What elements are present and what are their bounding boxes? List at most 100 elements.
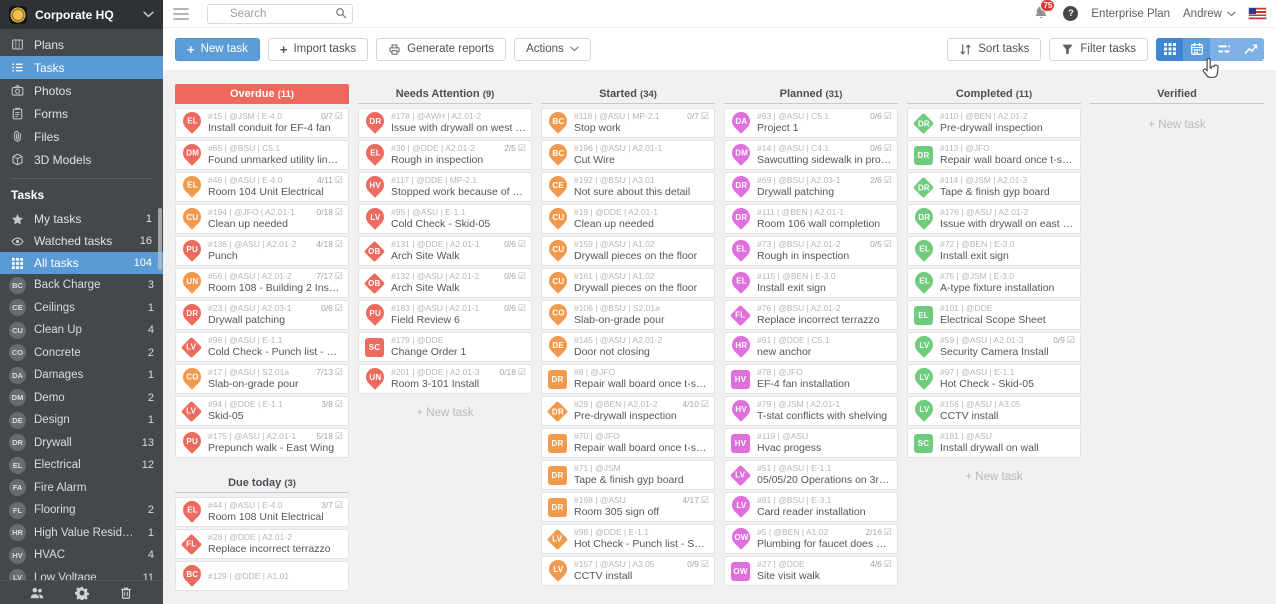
sidebar-item-plans[interactable]: Plans: [0, 33, 163, 56]
grid-view-button[interactable]: [1156, 37, 1183, 61]
task-card[interactable]: PU #183 | @ASU | A2.01-1 0/6 ☑ Field Revi…: [358, 300, 532, 330]
task-card[interactable]: FL #76 | @BSU | A2.01-2 Replace incorrec…: [724, 300, 898, 330]
task-card[interactable]: LV #96 | @ASU | E-1.1 Cold Check - Punch…: [175, 332, 349, 362]
sidebar-item-photos[interactable]: Photos: [0, 79, 163, 102]
task-card[interactable]: LV #156 | @ASU | A3.05 CCTV install: [907, 396, 1081, 426]
task-card[interactable]: DR #29 | @BEN | A2.01-2 4/10 ☑ Pre-drywal…: [541, 396, 715, 426]
task-card[interactable]: EL #101 | @DDE Electrical Scope Sheet: [907, 300, 1081, 330]
task-card[interactable]: PU #175 | @ASU | A2.01-1 5/18 ☑ Prepunch …: [175, 428, 349, 458]
new-task-button[interactable]: + New task: [175, 37, 260, 61]
sidebar-item-watched-tasks[interactable]: Watched tasks 16: [0, 230, 163, 252]
gantt-view-button[interactable]: [1210, 37, 1237, 61]
project-switcher[interactable]: Corporate HQ: [0, 0, 163, 29]
task-card[interactable]: HR #91 | @DDE | C5.1 new anchor: [724, 332, 898, 362]
search-icon[interactable]: [335, 7, 347, 19]
task-card[interactable]: DR #69 | @BSU | A2.03-1 2/6 ☑ Drywall pat…: [724, 172, 898, 202]
sidebar-category-clean-up[interactable]: CU Clean Up 4: [0, 319, 163, 342]
sort-tasks-button[interactable]: Sort tasks: [947, 37, 1042, 61]
sidebar-category-high-value-residents[interactable]: HR High Value Residents 1: [0, 522, 163, 545]
sidebar-item-forms[interactable]: Forms: [0, 102, 163, 125]
task-card[interactable]: HV #78 | @JFO EF-4 fan installation: [724, 364, 898, 394]
sidebar-item-my-tasks[interactable]: My tasks 1: [0, 208, 163, 230]
task-card[interactable]: LV #98 | @DDE | E-1.1 Hot Check - Punch …: [541, 524, 715, 554]
new-task-link[interactable]: + New task: [416, 407, 474, 419]
task-card[interactable]: UN #56 | @ASU | A2.01-2 7/17 ☑ Room 108 -…: [175, 268, 349, 298]
task-card[interactable]: BC #129 | @DDE | A1.01: [175, 561, 349, 591]
trash-icon[interactable]: [119, 586, 133, 600]
task-card[interactable]: SC #179 | @DDE Change Order 1: [358, 332, 532, 362]
task-card[interactable]: CE #192 | @BSU | A3.01 Not sure about th…: [541, 172, 715, 202]
task-card[interactable]: HV #117 | @DDE | MP-2.1 Stopped work bec…: [358, 172, 532, 202]
task-card[interactable]: DR #111 | @BEN | A2.01-1 Room 106 wall c…: [724, 204, 898, 234]
task-card[interactable]: LV #51 | @ASU | E-1.1 05/05/20 Operation…: [724, 460, 898, 490]
sidebar-category-fire-alarm[interactable]: FA Fire Alarm: [0, 477, 163, 500]
plan-label[interactable]: Enterprise Plan: [1091, 7, 1170, 20]
task-card[interactable]: CO #106 | @BSU | S2.01a Slab-on-grade po…: [541, 300, 715, 330]
task-card[interactable]: CO #17 | @ASU | S2.01a 7/13 ☑ Slab-on-gra…: [175, 364, 349, 394]
sidebar-category-back-charge[interactable]: BC Back Charge 3: [0, 274, 163, 297]
task-card[interactable]: OW #5 | @BEN | A1.02 2/16 ☑ Plumbing for …: [724, 524, 898, 554]
language-flag-icon[interactable]: [1248, 7, 1267, 20]
task-card[interactable]: LV #95 | @ASU | E-1.1 Cold Check - Skid-…: [358, 204, 532, 234]
sidebar-category-hvac[interactable]: HV HVAC 4: [0, 544, 163, 567]
sidebar-item-files[interactable]: Files: [0, 125, 163, 148]
generate-reports-button[interactable]: Generate reports: [376, 37, 507, 61]
sidebar-category-flooring[interactable]: FL Flooring 2: [0, 499, 163, 522]
chart-view-button[interactable]: [1237, 37, 1264, 61]
hamburger-menu-icon[interactable]: [173, 7, 189, 20]
sidebar-category-concrete[interactable]: CO Concrete 2: [0, 342, 163, 365]
people-icon[interactable]: [30, 586, 44, 600]
task-card[interactable]: EL #46 | @ASU | E-4.0 4/11 ☑ Room 104 Uni…: [175, 172, 349, 202]
task-card[interactable]: DR #113 | @JFO Repair wall board once t-…: [907, 140, 1081, 170]
task-card[interactable]: HV #119 | @ASU Hvac progess: [724, 428, 898, 458]
new-task-link[interactable]: + New task: [965, 471, 1023, 483]
task-card[interactable]: CU #159 | @ASU | A1.02 Drywall pieces on…: [541, 236, 715, 266]
sidebar-item-3d-models[interactable]: 3D Models: [0, 148, 163, 171]
task-card[interactable]: EL #72 | @BEN | E-3.0 Install exit sign: [907, 236, 1081, 266]
task-card[interactable]: LV #94 | @DDE | E-1.1 3/8 ☑ Skid-05: [175, 396, 349, 426]
task-card[interactable]: CU #194 | @JFO | A2.01-1 0/18 ☑ Clean up …: [175, 204, 349, 234]
task-card[interactable]: DR #70 | @JFO Repair wall board once t-s…: [541, 428, 715, 458]
task-card[interactable]: DR #178 | @AWH | A2.01-2 Issue with dryw…: [358, 108, 532, 138]
sidebar-item-tasks[interactable]: Tasks: [0, 56, 163, 79]
calendar-view-button[interactable]: [1183, 37, 1210, 61]
search-input[interactable]: [207, 3, 353, 24]
sidebar-category-design[interactable]: DE Design 1: [0, 409, 163, 432]
task-card[interactable]: BC #196 | @ASU | A2.01-1 Cut Wire: [541, 140, 715, 170]
task-card[interactable]: SC #181 | @ASU Install drywall on wall: [907, 428, 1081, 458]
task-card[interactable]: HV #79 | @JSM | A2.01-1 T-stat conflicts…: [724, 396, 898, 426]
task-card[interactable]: DR #110 | @BEN | A2.01-2 Pre-drywall ins…: [907, 108, 1081, 138]
sidebar-category-ceilings[interactable]: CE Ceilings 1: [0, 297, 163, 320]
task-card[interactable]: EL #73 | @BSU | A2.01-2 0/5 ☑ Rough in in…: [724, 236, 898, 266]
gear-icon[interactable]: [75, 586, 89, 600]
task-card[interactable]: BC #118 | @ASU | MP-2.1 0/7 ☑ Stop work: [541, 108, 715, 138]
task-card[interactable]: EL #15 | @JSM | E-4.0 0/7 ☑ Install condu…: [175, 108, 349, 138]
task-card[interactable]: DE #145 | @ASU | A2.01-2 Door not closin…: [541, 332, 715, 362]
user-menu[interactable]: Andrew: [1183, 8, 1236, 20]
task-card[interactable]: DR #198 | @ASU 4/17 ☑ Room 305 sign off: [541, 492, 715, 522]
task-card[interactable]: DM #65 | @BSU | C5.1 Found unmarked util…: [175, 140, 349, 170]
sidebar-category-damages[interactable]: DA Damages 1: [0, 364, 163, 387]
task-card[interactable]: DR #114 | @JSM | A2.01-3 Tape & finish g…: [907, 172, 1081, 202]
filter-tasks-button[interactable]: Filter tasks: [1049, 37, 1148, 61]
task-card[interactable]: CU #161 | @ASU | A1.02 Drywall pieces on…: [541, 268, 715, 298]
sidebar-category-demo[interactable]: DM Demo 2: [0, 387, 163, 410]
task-card[interactable]: EL #30 | @DDE | A2.01-2 2/5 ☑ Rough in in…: [358, 140, 532, 170]
task-card[interactable]: FL #28 | @DDE | A2.01-2 Replace incorrec…: [175, 529, 349, 559]
import-tasks-button[interactable]: + Import tasks: [267, 37, 369, 61]
task-card[interactable]: CU #19 | @DDE | A2.01-1 Clean up needed: [541, 204, 715, 234]
sidebar-category-drywall[interactable]: DR Drywall 13: [0, 432, 163, 455]
help-button[interactable]: ?: [1063, 6, 1079, 21]
task-card[interactable]: DA #93 | @ASU | C5.1 0/6 ☑ Project 1: [724, 108, 898, 138]
new-task-link[interactable]: + New task: [1148, 119, 1206, 131]
task-card[interactable]: DR #71 | @JSM Tape & finish gyp board: [541, 460, 715, 490]
task-card[interactable]: LV #97 | @ASU | E-1.1 Hot Check - Skid-0…: [907, 364, 1081, 394]
notifications-button[interactable]: 75: [1033, 0, 1056, 22]
sidebar-category-electrical[interactable]: EL Electrical 12: [0, 454, 163, 477]
sidebar-item-all-tasks[interactable]: All tasks 104: [0, 252, 163, 274]
task-card[interactable]: LV #157 | @ASU | A3.05 0/9 ☑ CCTV install: [541, 556, 715, 586]
sidebar-scroll-area[interactable]: Plans Tasks Photos Forms Files 3D Models…: [0, 29, 163, 604]
task-card[interactable]: PU #136 | @ASU | A2.01-2 4/18 ☑ Punch: [175, 236, 349, 266]
actions-button[interactable]: Actions: [514, 37, 591, 61]
task-card[interactable]: OB #132 | @ASU | A2.01-2 0/6 ☑ Arch Site …: [358, 268, 532, 298]
